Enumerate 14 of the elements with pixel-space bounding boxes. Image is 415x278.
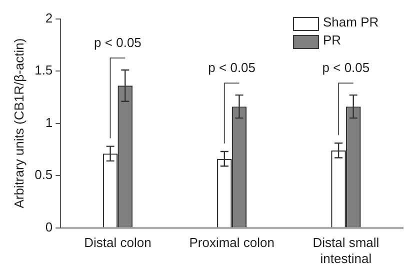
annotation: p < 0.05 bbox=[322, 60, 370, 76]
x-tick-label: Proximal colon bbox=[189, 235, 274, 250]
y-tick-label: 0 bbox=[45, 219, 53, 234]
y-tick-label: 1 bbox=[45, 114, 53, 130]
y-tick-label: 0.5 bbox=[34, 167, 53, 182]
y-tick-label: 2 bbox=[45, 10, 53, 26]
legend-label: Sham PR bbox=[323, 14, 379, 30]
x-tick-label: Distal colon bbox=[84, 235, 152, 250]
y-tick-label: 1.5 bbox=[34, 62, 53, 78]
x-tick-label: Distal small intestinal bbox=[312, 235, 380, 266]
legend-label: PR bbox=[323, 32, 342, 48]
annotation: p < 0.05 bbox=[94, 35, 142, 50]
y-axis-title: Arbitrary units (CB1R/β-actin) bbox=[11, 38, 26, 208]
annotation: p < 0.05 bbox=[208, 60, 256, 76]
